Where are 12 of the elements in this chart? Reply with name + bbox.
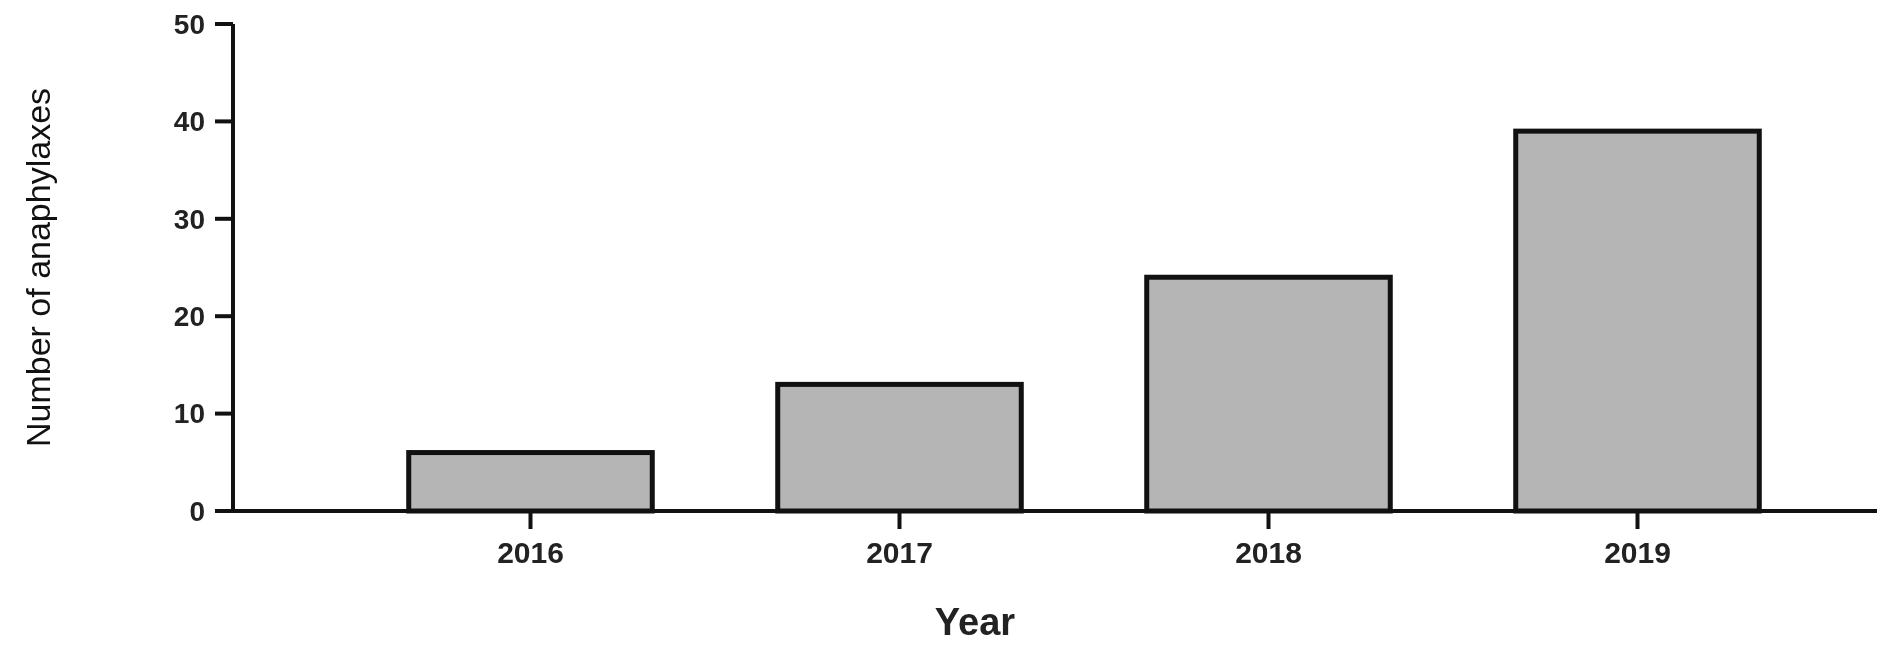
x-tick-label: 2017: [866, 536, 933, 569]
x-tick-label: 2018: [1235, 536, 1302, 569]
y-tick-label: 0: [189, 495, 205, 527]
y-tick-label: 10: [173, 398, 205, 430]
x-axis-title: Year: [934, 601, 1016, 643]
x-tick-label: 2019: [1604, 536, 1671, 569]
y-axis-title: Number of anaphylaxes: [19, 87, 57, 448]
y-tick-label: 20: [173, 301, 205, 332]
y-tick-label: 30: [173, 203, 205, 235]
y-tick-label: 40: [173, 106, 205, 138]
y-tick-label: 50: [173, 8, 205, 40]
x-tick-label: 2016: [497, 536, 564, 569]
